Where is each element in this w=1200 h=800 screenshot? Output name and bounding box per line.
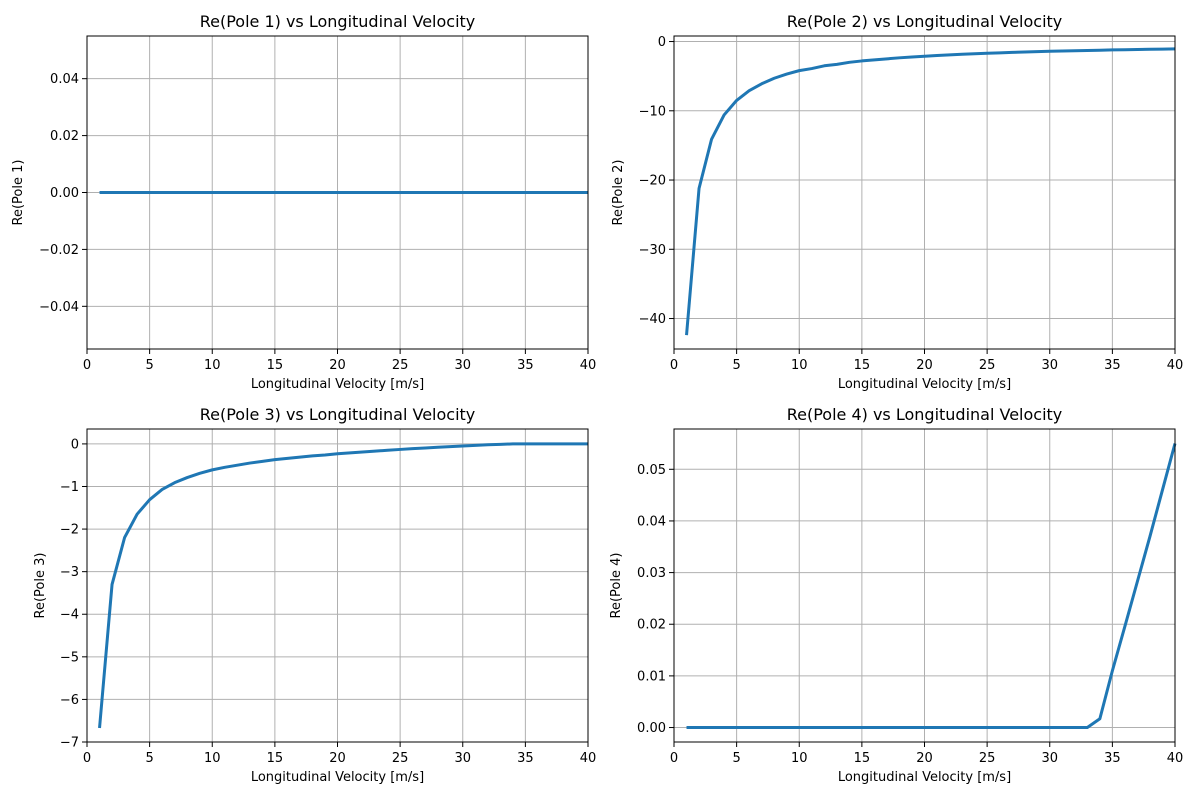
y-tick-label: −5 <box>60 650 79 665</box>
subplot-2: 0 5 10 15 20 25 30 35 40 −40 −30 −20 −10 0 Re(Pole 2) … <box>611 12 1183 392</box>
y-tick-label: 0.00 <box>637 721 666 736</box>
y-tick-label: −6 <box>60 693 79 708</box>
x-tick-label: 35 <box>1104 751 1121 766</box>
y-tick-label: −7 <box>60 736 79 751</box>
y-tick-label: 0.04 <box>50 72 79 87</box>
subplot-3: 0 5 10 15 20 25 30 35 40 −7 −6 −5 −4 −3 −2 −1 0 Re(Pole 3… <box>33 405 596 785</box>
y-tick-label: −40 <box>639 312 666 327</box>
y-tick-label: −4 <box>60 608 79 623</box>
x-tick-label: 0 <box>670 751 678 766</box>
x-tick-label: 25 <box>979 751 996 766</box>
y-axis-label: Re(Pole 4) <box>609 553 624 619</box>
x-tick-label: 15 <box>854 751 871 766</box>
y-tick-label: 0 <box>71 437 79 452</box>
x-tick-label: 20 <box>329 358 346 373</box>
x-tick-label: 30 <box>454 751 471 766</box>
y-tick-label: −2 <box>60 523 79 538</box>
series-line <box>686 443 1177 730</box>
y-tick-label: −20 <box>639 174 666 189</box>
x-tick-label: 0 <box>83 751 91 766</box>
x-tick-label: 40 <box>580 358 597 373</box>
chart-title: Re(Pole 4) vs Longitudinal Velocity <box>787 405 1063 424</box>
x-axis-label: Longitudinal Velocity [m/s] <box>838 377 1011 392</box>
series-line <box>685 47 1176 336</box>
y-tick-label: 0.05 <box>637 463 666 478</box>
x-tick-label: 40 <box>1167 751 1184 766</box>
y-tick-label: 0 <box>658 35 666 50</box>
x-tick-label: 35 <box>1104 358 1121 373</box>
x-tick-label: 40 <box>1167 358 1184 373</box>
y-tick-label: 0.00 <box>50 186 79 201</box>
x-tick-label: 10 <box>204 358 221 373</box>
chart-title: Re(Pole 1) vs Longitudinal Velocity <box>200 12 476 31</box>
x-tick-label: 30 <box>1041 358 1058 373</box>
x-tick-label: 10 <box>791 358 808 373</box>
x-tick-label: 10 <box>204 751 221 766</box>
y-axis-label: Re(Pole 3) <box>33 553 48 619</box>
x-tick-label: 30 <box>1041 751 1058 766</box>
x-axis-label: Longitudinal Velocity [m/s] <box>251 377 424 392</box>
x-tick-label: 30 <box>454 358 471 373</box>
y-axis-label: Re(Pole 2) <box>611 160 626 226</box>
y-axis-label: Re(Pole 1) <box>11 160 26 226</box>
chart-title: Re(Pole 2) vs Longitudinal Velocity <box>787 12 1063 31</box>
x-tick-label: 40 <box>580 751 597 766</box>
x-tick-label: 15 <box>854 358 871 373</box>
y-tick-label: 0.02 <box>50 129 79 144</box>
x-tick-label: 20 <box>329 751 346 766</box>
y-tick-label: 0.03 <box>637 566 666 581</box>
x-tick-label: 5 <box>732 358 740 373</box>
x-tick-label: 35 <box>517 358 534 373</box>
y-tick-label: −10 <box>639 104 666 119</box>
y-tick-label: −30 <box>639 243 666 258</box>
x-tick-label: 5 <box>145 358 153 373</box>
x-tick-label: 25 <box>392 751 409 766</box>
chart-title: Re(Pole 3) vs Longitudinal Velocity <box>200 405 476 424</box>
y-tick-label: 0.02 <box>637 618 666 633</box>
series-line <box>98 442 588 729</box>
subplot-1: 0 5 10 15 20 25 30 35 40 −0.04 −0.02 0.00 0.02 0.04 Re… <box>11 12 596 392</box>
x-tick-label: 20 <box>916 358 933 373</box>
x-tick-label: 35 <box>517 751 534 766</box>
x-tick-label: 20 <box>916 751 933 766</box>
y-tick-label: 0.04 <box>637 514 666 529</box>
y-tick-label: 0.01 <box>637 669 666 684</box>
x-tick-label: 5 <box>145 751 153 766</box>
y-tick-label: −3 <box>60 565 79 580</box>
y-tick-label: −1 <box>60 480 79 495</box>
x-tick-label: 25 <box>392 358 409 373</box>
x-tick-label: 15 <box>267 358 284 373</box>
x-tick-label: 0 <box>670 358 678 373</box>
x-tick-label: 5 <box>732 751 740 766</box>
x-tick-label: 15 <box>267 751 284 766</box>
y-tick-label: −0.02 <box>39 243 79 258</box>
x-tick-label: 25 <box>979 358 996 373</box>
x-axis-label: Longitudinal Velocity [m/s] <box>838 770 1011 785</box>
x-axis-label: Longitudinal Velocity [m/s] <box>251 770 424 785</box>
subplot-4: 0 5 10 15 20 25 30 35 40 0.00 0.01 0.02 0.03 0.04 0.05… <box>609 405 1183 785</box>
x-tick-label: 0 <box>83 358 91 373</box>
y-tick-label: −0.04 <box>39 300 79 315</box>
x-tick-label: 10 <box>791 751 808 766</box>
